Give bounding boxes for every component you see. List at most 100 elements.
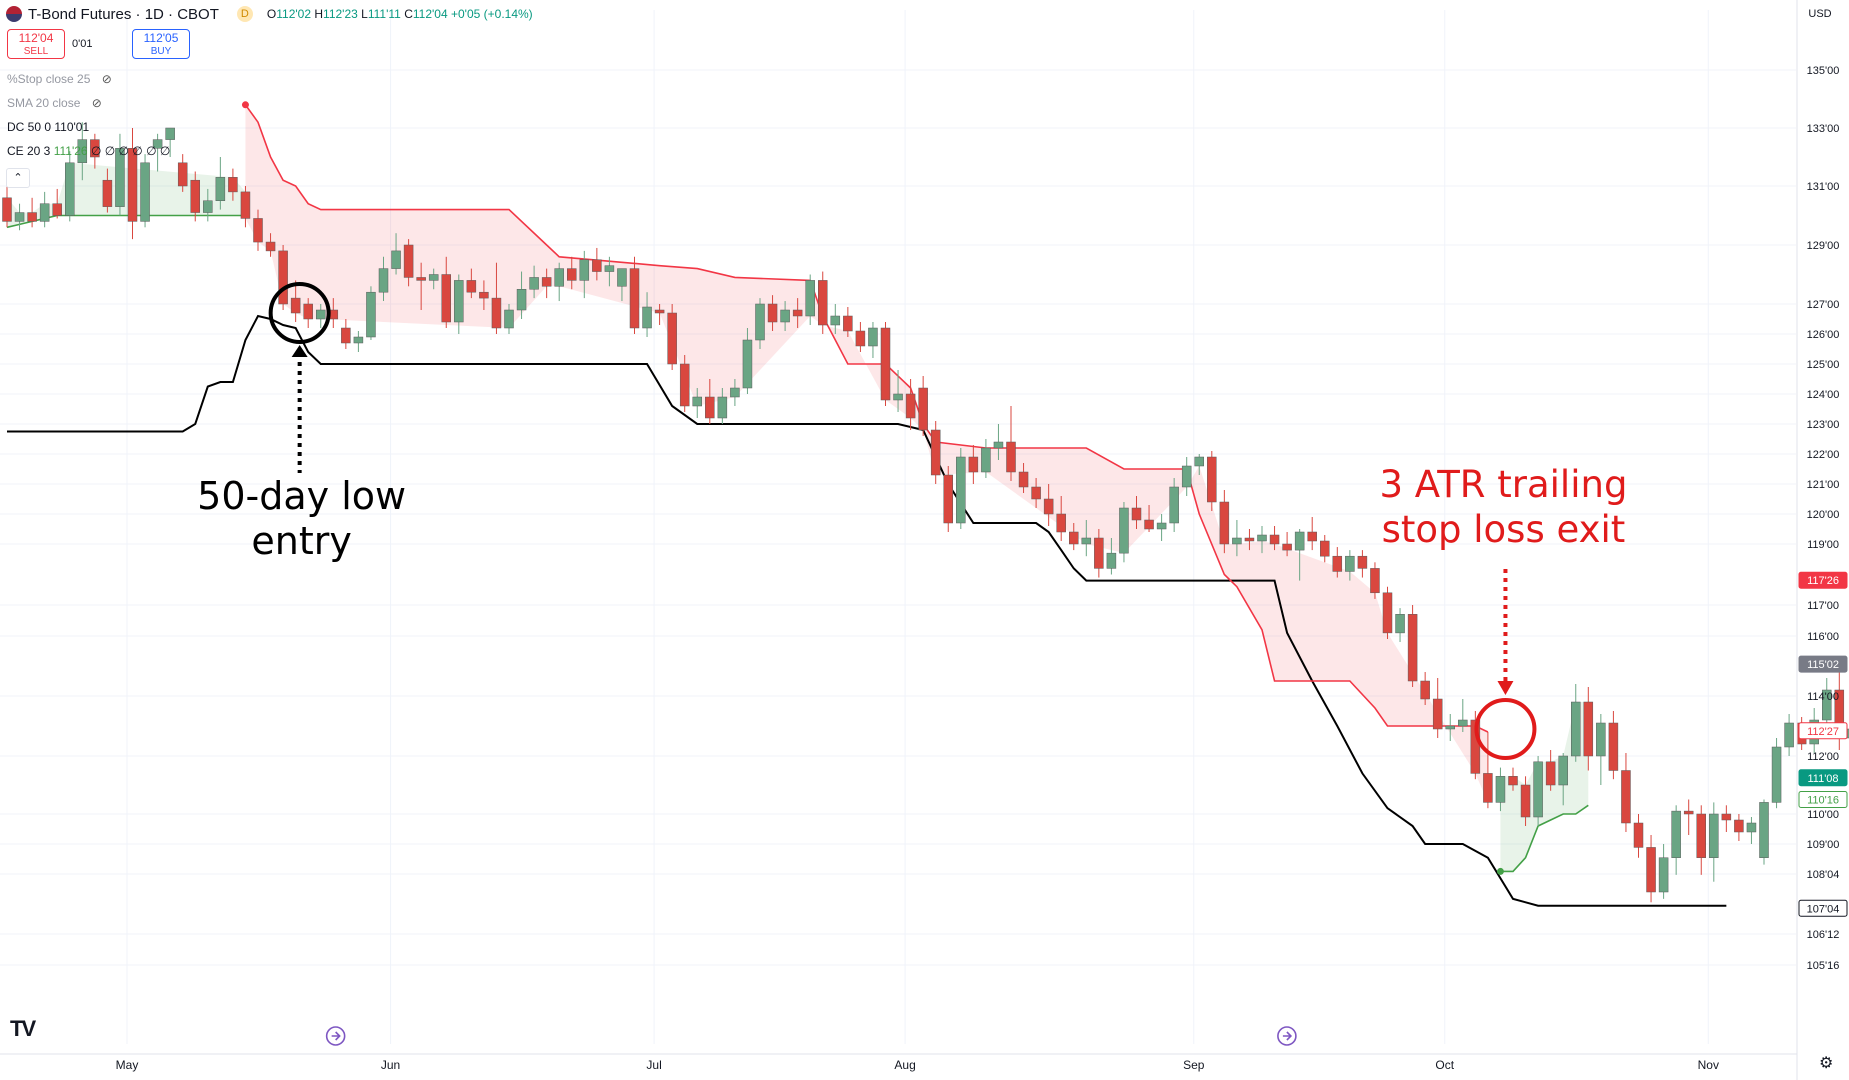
candle-body [767, 303, 778, 323]
candle [1746, 817, 1757, 844]
candle [1219, 490, 1230, 554]
symbol-title[interactable]: T-Bond Futures · 1D · CBOT [28, 5, 219, 23]
symbol-header: T-Bond Futures · 1D · CBOT D O112'02 H11… [6, 4, 533, 24]
candle [792, 298, 803, 328]
y-tick-label: 124'00 [1807, 389, 1840, 401]
candle-body [905, 393, 916, 419]
event-arrow-icon[interactable] [325, 1026, 346, 1046]
settings-gear-icon[interactable]: ⚙ [1819, 1055, 1834, 1072]
candle-body [1081, 537, 1092, 545]
candle [956, 448, 966, 529]
y-tick-label: 112'00 [1807, 751, 1839, 763]
entry-annotation-text: 50-day low [197, 474, 406, 518]
price-mark-label: 112'27 [1807, 726, 1839, 738]
candle-body [1144, 519, 1154, 530]
candle-body [1181, 465, 1192, 488]
indicator-sma[interactable]: SMA 20 close ⊘ [7, 96, 102, 110]
tradingview-logo-icon[interactable]: TV [10, 1016, 36, 1041]
candle-body [1031, 486, 1041, 500]
candle-body [378, 268, 389, 293]
candle-body [1420, 680, 1430, 700]
candle-body [52, 203, 62, 216]
candle [491, 262, 502, 334]
arrow-down-icon [1497, 681, 1514, 695]
sell-button[interactable]: 112'04 SELL [7, 29, 65, 59]
indicator-ce[interactable]: CE 20 3 111'26 ∅ ∅ ∅ ∅ ∅ ∅ [7, 144, 170, 158]
candle [1520, 776, 1531, 826]
candle [1156, 514, 1167, 541]
candle-body [1006, 441, 1016, 473]
candle-body [1282, 543, 1292, 551]
candle [1608, 711, 1619, 780]
candle-body [1696, 813, 1706, 858]
candle-body [1207, 456, 1217, 503]
candle [1106, 538, 1117, 575]
candle-body [1232, 537, 1242, 545]
candle [77, 122, 88, 181]
currency-label[interactable]: USD [1808, 8, 1832, 20]
arrow-up-icon [291, 345, 308, 357]
candle-body [203, 200, 213, 213]
candle-body [290, 297, 301, 314]
candle [1596, 714, 1606, 785]
candle [140, 154, 150, 228]
price-mark [1798, 722, 1848, 740]
candle [1483, 732, 1493, 809]
chevron-up-icon[interactable]: ⌃ [6, 168, 30, 188]
candle [1119, 502, 1129, 563]
eye-off-icon[interactable]: ⊘ [91, 96, 102, 110]
candle-body [90, 139, 100, 158]
candle-body [152, 139, 163, 149]
candle [353, 331, 364, 352]
candle-body [416, 277, 426, 281]
candle [1545, 750, 1556, 791]
candle [918, 376, 928, 436]
candle-body [1784, 722, 1794, 748]
candle-body [403, 244, 414, 278]
time-axis[interactable]: May Jun Jul Aug Sep Oct Nov [0, 1026, 1797, 1072]
candle-body [1219, 501, 1230, 545]
candle [1558, 753, 1568, 806]
indicator-dc[interactable]: DC 50 0 110'01 [7, 120, 89, 134]
candle-body [755, 303, 765, 341]
candle [1332, 547, 1343, 578]
candle-body [479, 291, 489, 299]
buy-button[interactable]: 112'05 BUY [132, 29, 190, 59]
candle-body [265, 241, 276, 252]
candle [880, 322, 891, 406]
candle-body [1382, 592, 1393, 634]
candle [893, 370, 903, 412]
candle [39, 191, 50, 228]
candles [2, 122, 1849, 903]
candle [1357, 550, 1368, 578]
candle-body [1571, 701, 1581, 757]
event-arrow-icon[interactable] [1277, 1026, 1297, 1046]
eye-off-icon[interactable]: ⊘ [101, 72, 112, 86]
candle [755, 298, 765, 349]
candle [479, 280, 489, 310]
indicator-stop[interactable]: %Stop close 25 ⊘ [7, 72, 112, 86]
candle-body [592, 259, 602, 272]
candle-body [127, 148, 138, 222]
candle-body [1508, 776, 1518, 786]
candle-body [1395, 614, 1405, 634]
long-stop-start-dot [1496, 867, 1504, 875]
candle-body [1470, 719, 1481, 774]
candle-body [341, 327, 351, 344]
candle [767, 295, 778, 331]
price-axis[interactable]: 135'00 133'00 131'00 129'00 127'00 126'00 125'… [1796, 0, 1848, 1080]
candle-body [1646, 847, 1656, 893]
candle-body [115, 148, 125, 207]
x-tick-label: Jul [646, 1058, 661, 1072]
y-tick-label: 114'00 [1807, 691, 1839, 703]
candle [1345, 550, 1355, 581]
candle [1420, 672, 1430, 705]
y-tick-label: 123'00 [1807, 419, 1840, 431]
candle-body [1244, 537, 1255, 542]
candle-body [1458, 719, 1468, 727]
candle-body [215, 177, 226, 202]
candle [592, 247, 602, 281]
candle [843, 307, 853, 337]
y-tick-label: 122'00 [1807, 449, 1840, 461]
